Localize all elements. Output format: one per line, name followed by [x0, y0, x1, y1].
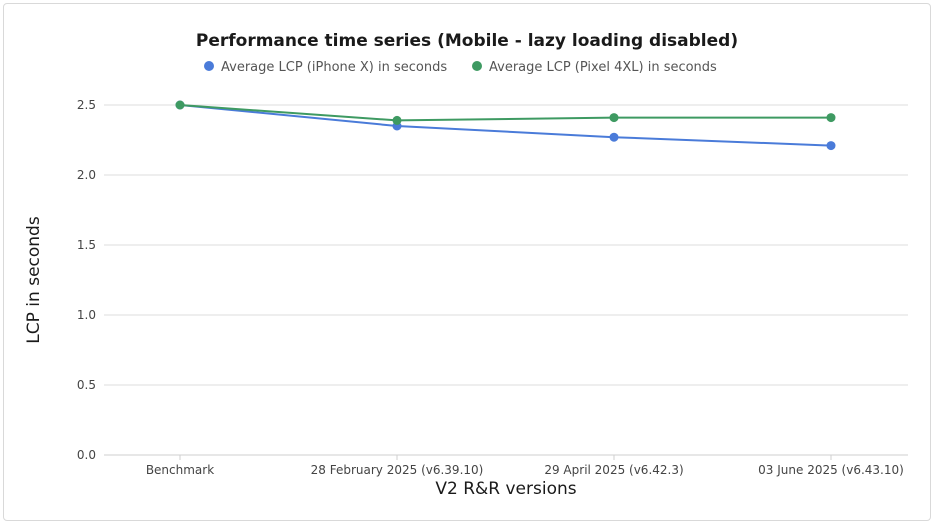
x-tick-label: 03 June 2025 (v6.43.10) [758, 463, 904, 477]
y-tick-label: 0.0 [77, 448, 96, 462]
x-axis-ticks: Benchmark 28 February 2025 (v6.39.10) 29 A… [146, 455, 904, 477]
gridlines [104, 104, 908, 456]
x-tick-label: 28 February 2025 (v6.39.10) [311, 463, 484, 477]
data-point [175, 100, 185, 110]
data-point [609, 132, 619, 142]
legend: Average LCP (iPhone X) in seconds Averag… [204, 60, 717, 75]
series-lines [175, 100, 836, 151]
y-tick-label: 2.0 [77, 168, 96, 182]
y-tick-label: 1.0 [77, 308, 96, 322]
y-axis-title: LCP in seconds [24, 216, 44, 344]
legend-marker-pixel [472, 61, 482, 71]
series-iphone [175, 100, 836, 151]
data-point [826, 113, 836, 123]
y-axis-ticks: 0.0 0.5 1.0 1.5 2.0 2.5 [77, 98, 96, 462]
y-tick-label: 0.5 [77, 378, 96, 392]
y-tick-label: 1.5 [77, 238, 96, 252]
data-point [609, 113, 619, 123]
data-point [392, 115, 402, 125]
data-point [826, 141, 836, 151]
chart-title: Performance time series (Mobile - lazy l… [196, 31, 738, 51]
x-tick-label: 29 April 2025 (v6.42.3) [544, 463, 683, 477]
y-tick-label: 2.5 [77, 98, 96, 112]
series-line [179, 104, 832, 147]
legend-marker-iphone [204, 61, 214, 71]
x-axis-title: V2 R&R versions [435, 479, 576, 499]
series-pixel [175, 100, 836, 125]
series-line [179, 104, 831, 122]
legend-label-iphone: Average LCP (iPhone X) in seconds [221, 60, 447, 75]
chart-card [3, 3, 931, 521]
legend-label-pixel: Average LCP (Pixel 4XL) in seconds [489, 60, 717, 75]
x-tick-label: Benchmark [146, 463, 214, 477]
